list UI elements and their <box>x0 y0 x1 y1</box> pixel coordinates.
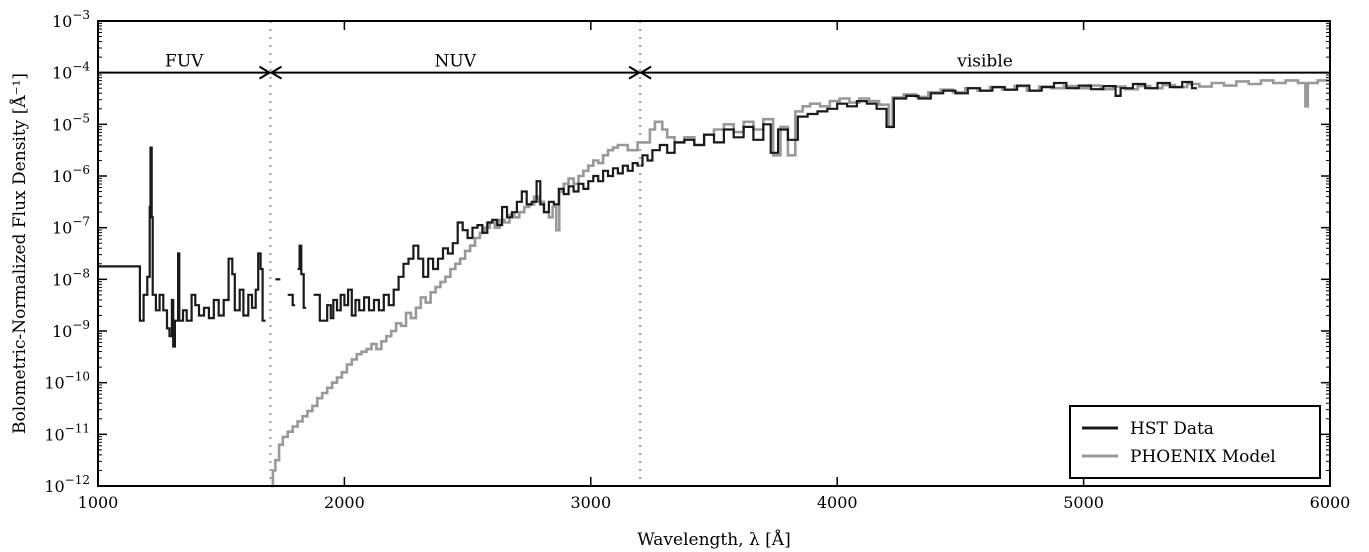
x-tick-label-0: 1000 <box>78 493 119 512</box>
series-hst-data-segment-0 <box>98 146 266 348</box>
x-axis-label: Wavelength, λ [Å] <box>637 529 790 550</box>
y-tick-label-6: 10−6 <box>52 163 90 186</box>
x-tick-label-5: 6000 <box>1310 493 1351 512</box>
y-tick-label-8: 10−4 <box>52 60 90 83</box>
y-tick-label-2: 10−10 <box>44 370 90 393</box>
y-tick-label-1: 10−11 <box>44 421 90 444</box>
y-tick-label-4: 10−8 <box>52 266 90 289</box>
region-arrowhead-left-1 <box>269 65 282 80</box>
region-arrowhead-right-0 <box>258 65 272 80</box>
y-tick-label-9: 10−3 <box>52 8 90 31</box>
y-tick-label-0: 10−12 <box>44 473 90 496</box>
y-axis-label: Bolometric-Normalized Flux Density [Å⁻¹] <box>9 73 30 434</box>
legend: HST Data PHOENIX Model <box>1069 405 1321 479</box>
series-hst-data-segment-3 <box>297 244 307 309</box>
series-hst-data-segment-4 <box>313 80 1197 322</box>
x-tick-label-2: 3000 <box>570 493 611 512</box>
series-hst-data-segment-2 <box>287 293 296 307</box>
region-label-2: visible <box>956 52 1013 72</box>
x-tick-label-3: 4000 <box>817 493 858 512</box>
plot-frame <box>97 20 1331 487</box>
legend-label-phoenix-model: PHOENIX Model <box>1130 447 1276 467</box>
ticks-layer: 1000 2000 3000 4000 5000 6000 10−12 10−11 10−10 1… <box>44 8 1350 512</box>
region-arrowhead-right-1 <box>628 65 642 80</box>
x-tick-label-1: 2000 <box>324 493 365 512</box>
legend-box <box>1069 405 1321 479</box>
region-arrowhead-left-2 <box>639 65 652 80</box>
legend-label-hst-data: HST Data <box>1130 419 1214 439</box>
y-tick-label-5: 10−7 <box>52 215 90 238</box>
region-label-0: FUV <box>165 52 204 72</box>
regions-layer: FUV NUV visible <box>98 21 1330 486</box>
region-label-1: NUV <box>435 52 477 72</box>
x-tick-label-4: 5000 <box>1063 493 1104 512</box>
y-tick-label-3: 10−9 <box>52 318 90 341</box>
y-tick-label-7: 10−5 <box>52 111 90 134</box>
series-layer <box>98 79 1330 488</box>
